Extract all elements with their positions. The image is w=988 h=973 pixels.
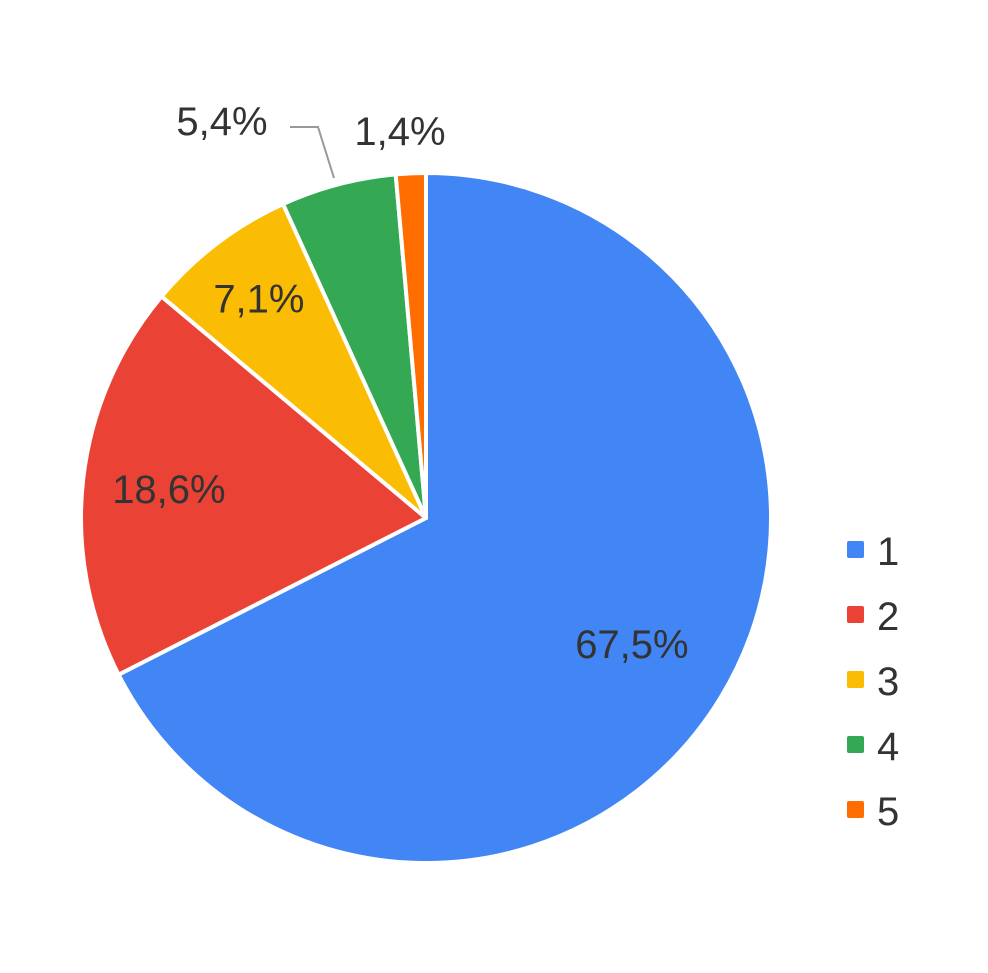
slice-label-1: 67,5% (575, 623, 688, 667)
pie-slice-3 (159, 202, 428, 520)
pie-slice-1 (116, 171, 773, 865)
pie-slices (79, 171, 773, 865)
legend-swatch-5 (847, 801, 864, 818)
legend-swatch-2 (847, 606, 864, 623)
legend-swatch-4 (847, 736, 864, 753)
legend-swatch-3 (847, 671, 864, 688)
legend-label-1: 1 (877, 530, 899, 574)
pie-slice-5 (393, 171, 428, 520)
slice-labels: 67,5% 18,6% 7,1% 5,4% 1,4% (112, 100, 688, 667)
legend: 1 2 3 4 5 (847, 530, 899, 834)
slice-label-3: 7,1% (213, 277, 304, 321)
legend-label-5: 5 (877, 790, 899, 834)
legend-swatch-1 (847, 541, 864, 558)
legend-label-4: 4 (877, 725, 899, 769)
slice-label-4: 5,4% (176, 100, 267, 144)
pie-slice-2 (79, 294, 428, 677)
legend-label-3: 3 (877, 660, 899, 704)
slice-label-5: 1,4% (354, 110, 445, 154)
slice-label-2: 18,6% (112, 468, 225, 512)
leader-line-4 (290, 126, 335, 179)
legend-label-2: 2 (877, 595, 899, 639)
